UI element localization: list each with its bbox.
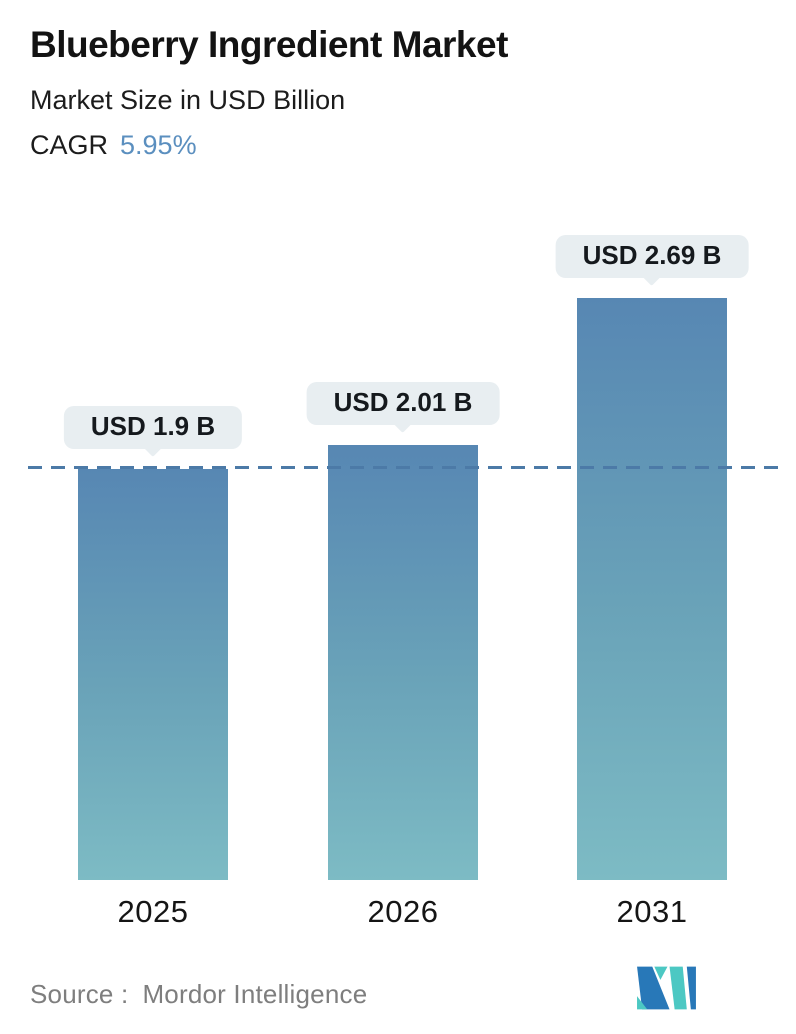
source-line: Source : Mordor Intelligence — [30, 979, 367, 1010]
value-bubble-2026: USD 2.01 B — [306, 382, 500, 433]
bar-2025 — [78, 469, 228, 880]
value-bubble-2025: USD 1.9 B — [63, 406, 243, 457]
source-value: Mordor Intelligence — [142, 979, 368, 1009]
source-label: Source : — [30, 979, 129, 1009]
axis-label-2025: 2025 — [117, 894, 189, 929]
cagr-label: CAGR — [30, 129, 109, 160]
bar-2031 — [577, 298, 727, 880]
value-bubble-2031: USD 2.69 B — [555, 235, 749, 286]
value-label: USD 2.69 B — [582, 240, 722, 270]
reference-line — [28, 466, 780, 469]
cagr-row: CAGR 5.95% — [30, 130, 508, 161]
chart-header: Blueberry Ingredient Market Market Size … — [30, 24, 508, 161]
bar-2026 — [328, 445, 478, 880]
axis-label-2026: 2026 — [367, 894, 439, 929]
value-label: USD 2.01 B — [333, 387, 473, 417]
value-label: USD 1.9 B — [90, 411, 216, 441]
page-title: Blueberry Ingredient Market — [30, 24, 508, 65]
cagr-value: 5.95% — [120, 129, 197, 160]
chart-subtitle: Market Size in USD Billion — [30, 84, 346, 115]
footer: Source : Mordor Intelligence — [0, 954, 796, 1034]
mordor-intelligence-logo — [637, 966, 696, 1010]
axis-label-2031: 2031 — [616, 894, 688, 929]
